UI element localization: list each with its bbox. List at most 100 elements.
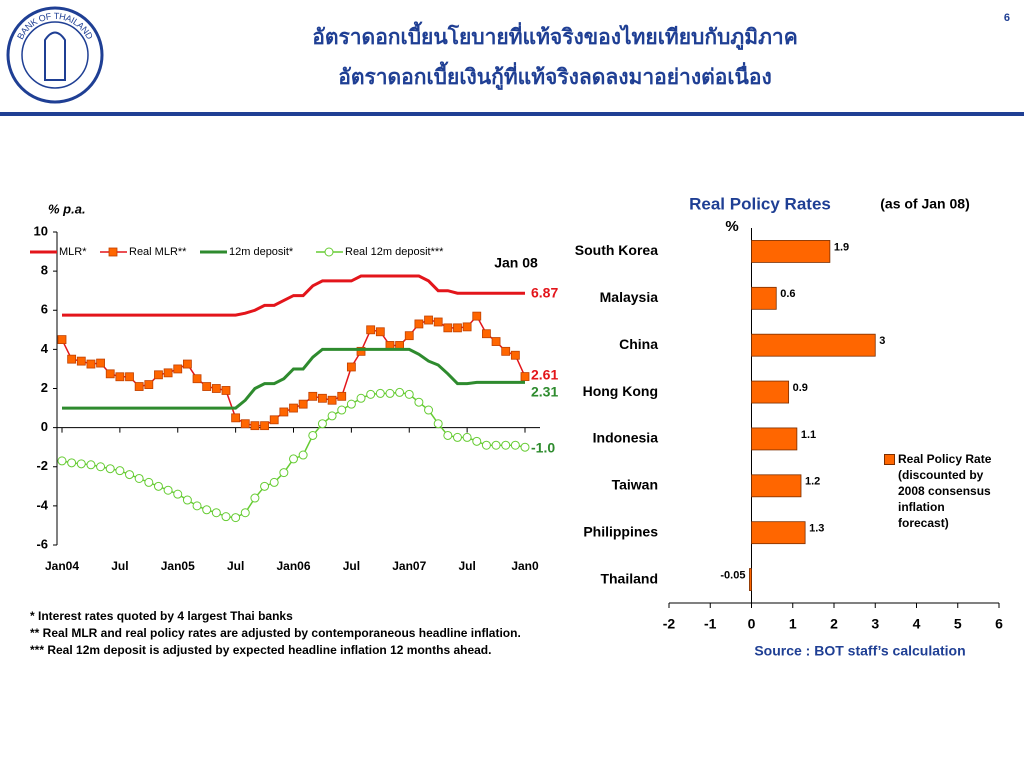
y-tick-label: 6 xyxy=(41,302,48,317)
marker xyxy=(443,430,453,440)
marker xyxy=(443,323,453,333)
value-label: 1.3 xyxy=(809,523,824,535)
marker xyxy=(231,413,241,423)
x-tick-label: -2 xyxy=(663,616,676,632)
marker xyxy=(356,346,366,356)
marker xyxy=(462,322,472,332)
x-tick-label: Jan06 xyxy=(276,559,310,573)
marker xyxy=(385,388,395,398)
bar xyxy=(751,521,806,545)
marker xyxy=(462,432,472,442)
marker xyxy=(289,454,298,464)
value-label: 1.1 xyxy=(801,429,816,441)
marker xyxy=(501,440,511,450)
x-tick-label: Jul xyxy=(111,559,128,573)
marker xyxy=(414,319,424,329)
marker xyxy=(211,384,221,393)
y-tick-label: 4 xyxy=(41,341,49,356)
marker xyxy=(472,436,482,446)
marker xyxy=(366,389,376,399)
marker xyxy=(424,405,434,415)
marker xyxy=(491,440,501,450)
marker xyxy=(115,372,125,382)
marker xyxy=(472,311,482,321)
y-tick-label: Philippines xyxy=(583,523,658,539)
marker xyxy=(163,368,173,378)
marker xyxy=(491,337,501,346)
marker xyxy=(337,405,347,415)
marker xyxy=(105,369,115,379)
marker xyxy=(269,477,279,487)
legend-label: Real MLR** xyxy=(129,246,187,258)
legend-label: Real Policy Rate (discounted by 2008 con… xyxy=(898,452,992,530)
marker xyxy=(482,329,491,339)
x-tick-label: -1 xyxy=(704,616,717,632)
marker xyxy=(317,419,327,429)
x-tick-label: Jan05 xyxy=(161,559,195,573)
marker xyxy=(67,458,77,468)
value-label: 0.6 xyxy=(780,288,795,300)
marker xyxy=(510,350,520,360)
y-tick-label: South Korea xyxy=(575,242,658,258)
marker xyxy=(76,459,86,469)
marker xyxy=(173,364,183,374)
marker xyxy=(414,397,424,407)
y-tick-label: Taiwan xyxy=(612,477,658,493)
annotation: 2.31 xyxy=(531,384,558,400)
value-label: 1.2 xyxy=(805,476,820,488)
marker xyxy=(260,481,270,491)
marker xyxy=(395,387,405,397)
chart-subtitle: (as of Jan 08) xyxy=(880,196,969,212)
marker xyxy=(231,513,241,523)
x-tick-label: 5 xyxy=(954,616,962,632)
marker xyxy=(260,421,269,431)
marker xyxy=(289,403,298,413)
footnote: * Interest rates quoted by 4 largest Tha… xyxy=(30,609,293,623)
marker xyxy=(327,411,337,421)
x-tick-label: Jul xyxy=(458,559,475,573)
marker xyxy=(182,495,192,505)
marker xyxy=(279,468,289,478)
x-tick-label: 3 xyxy=(871,616,879,632)
marker xyxy=(57,456,67,466)
page-number: 6 xyxy=(1004,12,1010,24)
legend-label: Real 12m deposit*** xyxy=(345,246,444,258)
marker xyxy=(366,325,376,335)
marker xyxy=(318,393,327,403)
chart-title: Real Policy Rates xyxy=(689,194,831,213)
x-tick-label: 4 xyxy=(913,616,921,632)
marker xyxy=(154,370,163,380)
y-tick-label: -2 xyxy=(36,458,48,473)
marker xyxy=(86,359,96,369)
y-tick-label: China xyxy=(619,336,658,352)
legend-swatch xyxy=(884,454,895,465)
y-axis-label: % p.a. xyxy=(48,201,86,216)
y-tick-label: -4 xyxy=(36,497,48,512)
marker xyxy=(153,481,163,491)
marker xyxy=(67,354,77,364)
footnote: ** Real MLR and real policy rates are ad… xyxy=(30,626,521,640)
bar xyxy=(751,240,831,263)
x-tick-label: 0 xyxy=(748,616,756,632)
y-tick-label: Indonesia xyxy=(593,430,659,446)
marker xyxy=(404,389,414,399)
y-tick-label: 0 xyxy=(41,419,48,434)
marker xyxy=(404,331,414,341)
marker xyxy=(96,358,105,368)
marker xyxy=(298,399,308,409)
marker xyxy=(250,421,260,431)
marker xyxy=(57,335,67,344)
y-tick-label: Thailand xyxy=(600,570,658,586)
y-tick-label: Malaysia xyxy=(600,289,659,305)
marker xyxy=(202,382,212,391)
bar xyxy=(751,333,876,357)
marker xyxy=(96,462,106,472)
y-tick-label: Hong Kong xyxy=(583,383,658,399)
marker xyxy=(125,372,134,382)
marker xyxy=(308,430,318,440)
annotation: Jan 08 xyxy=(494,255,538,271)
annotation: -1.0 xyxy=(531,440,555,456)
legend-label: MLR* xyxy=(59,246,87,258)
